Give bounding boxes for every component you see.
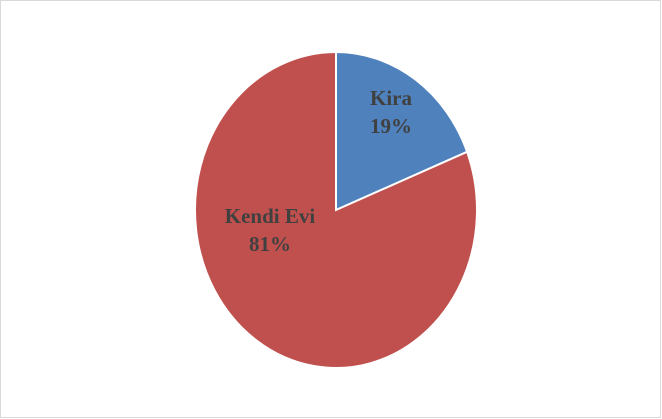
slice-label: Kira — [370, 86, 412, 110]
pie-slice — [335, 50, 469, 212]
slice-value-label: 81% — [249, 232, 291, 256]
slice-value-label: 19% — [370, 114, 412, 138]
slice-label: Kendi Evi — [225, 204, 316, 228]
pie-slice — [194, 50, 478, 369]
